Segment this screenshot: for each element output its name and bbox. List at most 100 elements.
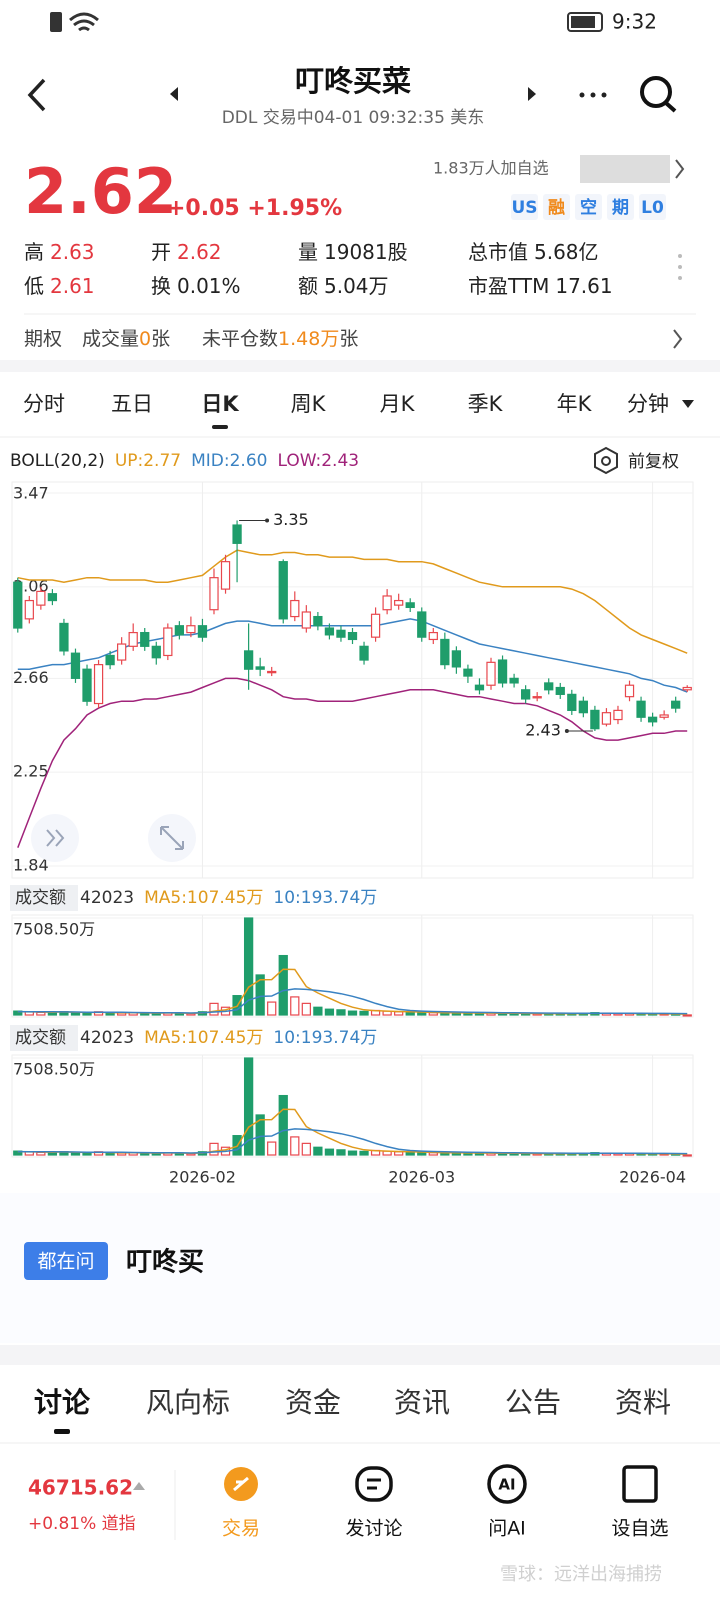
candle-body [232, 524, 242, 544]
trade-glyph [233, 1476, 249, 1492]
ask-text[interactable]: 叮咚买 [126, 1248, 204, 1278]
legend-entry: MA5:107.45万 [144, 1028, 263, 1048]
index-change: +0.81% 道指 [28, 1514, 136, 1534]
clock: 9:32 [612, 10, 657, 34]
candle-body [82, 668, 92, 702]
next-stock[interactable] [528, 87, 536, 101]
content-tab[interactable]: 资讯 [394, 1386, 450, 1419]
stat: 总市值 5.68亿 [468, 240, 599, 264]
candle-body [682, 686, 692, 691]
adjust-icon[interactable] [594, 446, 618, 475]
content-tab[interactable]: 风向标 [146, 1386, 230, 1419]
expand-button[interactable] [148, 814, 196, 862]
sim-icon [50, 12, 62, 32]
period-tab[interactable]: 五日 [111, 392, 153, 416]
tab-underline [54, 1429, 70, 1434]
separator [0, 1345, 720, 1365]
legend: BOLL(20,2) UP:2.77 MID:2.60 LOW:2.43 [10, 451, 359, 471]
candle-body [590, 709, 600, 730]
content-tab[interactable]: 讨论 [34, 1386, 91, 1419]
candle-body [163, 627, 173, 657]
y-tick-label: 1.84 [13, 856, 49, 875]
index-arrow [133, 1482, 145, 1490]
volume-bar [13, 1150, 23, 1156]
collapse-button[interactable] [31, 814, 79, 862]
period-tab[interactable]: 年K [557, 392, 593, 416]
candle-body [601, 712, 612, 725]
options-row[interactable]: 期权 成交量0张 未平仓数1.48万张 [24, 328, 358, 350]
watermark: 雪球：远洋出海捕捞 [500, 1564, 662, 1585]
stat: 开 2.62 [151, 240, 222, 264]
volume-bar [313, 1006, 323, 1016]
volume-bar [359, 1150, 369, 1156]
options-arrow[interactable] [673, 329, 683, 349]
index-value: 46715.62 [28, 1476, 133, 1500]
watch-icon[interactable] [622, 1465, 658, 1503]
candle-body [24, 599, 34, 620]
volume-legend: 成交额 42023 MA5:107.45万 10:193.74万 [15, 1028, 377, 1048]
candle-body [70, 652, 81, 679]
options-oi-unit: 张 [339, 328, 358, 350]
stat: 高 2.63 [24, 240, 95, 264]
volume-bar [336, 1149, 346, 1156]
tag-bg [607, 194, 634, 220]
stat-value: 2.62 [177, 240, 222, 264]
candle-body [532, 696, 542, 699]
price-panel [11, 481, 694, 879]
options-unit: 张 [151, 328, 170, 350]
adjust-label[interactable]: 前复权 [628, 452, 679, 472]
stat-value: 2.61 [50, 274, 95, 298]
legend-entry: LOW:2.43 [277, 451, 359, 471]
stat-value: 5.04万 [324, 274, 389, 298]
volume-bar [313, 1146, 323, 1156]
ask-badge-bg [24, 1242, 108, 1280]
period-tab[interactable]: 日K [201, 392, 239, 416]
content-tab[interactable]: 资金 [285, 1386, 341, 1419]
stat-label: 量 [298, 240, 318, 264]
period-tab[interactable]: 周K [291, 392, 327, 416]
nav-label[interactable]: 问AI [488, 1518, 526, 1540]
volume-panel [11, 914, 694, 1018]
volume-legend: 成交额 42023 MA5:107.45万 10:193.74万 [15, 888, 377, 908]
content-tab[interactable]: 资料 [615, 1386, 671, 1419]
stat: 额 5.04万 [298, 274, 389, 298]
more-button[interactable] [579, 92, 607, 98]
search-button[interactable] [640, 76, 677, 113]
candle-body [324, 627, 335, 636]
candle-body [440, 638, 450, 666]
volume-count: 42023 [80, 888, 134, 908]
period-tab[interactable]: 月K [380, 392, 416, 416]
legend-entry: MID:2.60 [191, 451, 267, 471]
ai-icon[interactable] [487, 1464, 527, 1504]
period-tab[interactable]: 分钟 [627, 392, 669, 416]
candle-body [36, 590, 46, 606]
x-tick-label: 2026-02 [169, 1168, 236, 1187]
candle-body [105, 654, 115, 666]
prev-stock[interactable] [170, 87, 178, 101]
min-label: 2.43 [525, 720, 561, 739]
volume-title: 成交额 [15, 888, 66, 908]
watchers: 1.83万人加自选 [433, 159, 549, 178]
stat: 换 0.01% [151, 274, 241, 298]
period-tab[interactable]: 分时 [23, 392, 65, 416]
separator [0, 360, 720, 372]
content-tab[interactable]: 公告 [505, 1386, 561, 1419]
candle-body [509, 677, 519, 684]
period-tab[interactable]: 季K [468, 392, 504, 416]
watchers-arrow[interactable] [675, 159, 685, 179]
candle-body [451, 650, 462, 668]
min-dot [564, 728, 569, 733]
stat-label: 低 [24, 274, 44, 298]
nav-label[interactable]: 交易 [222, 1518, 260, 1540]
post-icon[interactable] [355, 1466, 393, 1502]
candle-body [117, 643, 127, 661]
back-button[interactable] [27, 78, 46, 112]
candle-body [267, 670, 277, 674]
ask-badge: 都在问 [37, 1251, 94, 1273]
nav-label[interactable]: 设自选 [611, 1518, 668, 1540]
nav-label[interactable]: 发讨论 [345, 1518, 402, 1540]
tag: 期 [612, 198, 629, 218]
y-tick-label: 2.66 [13, 668, 49, 687]
